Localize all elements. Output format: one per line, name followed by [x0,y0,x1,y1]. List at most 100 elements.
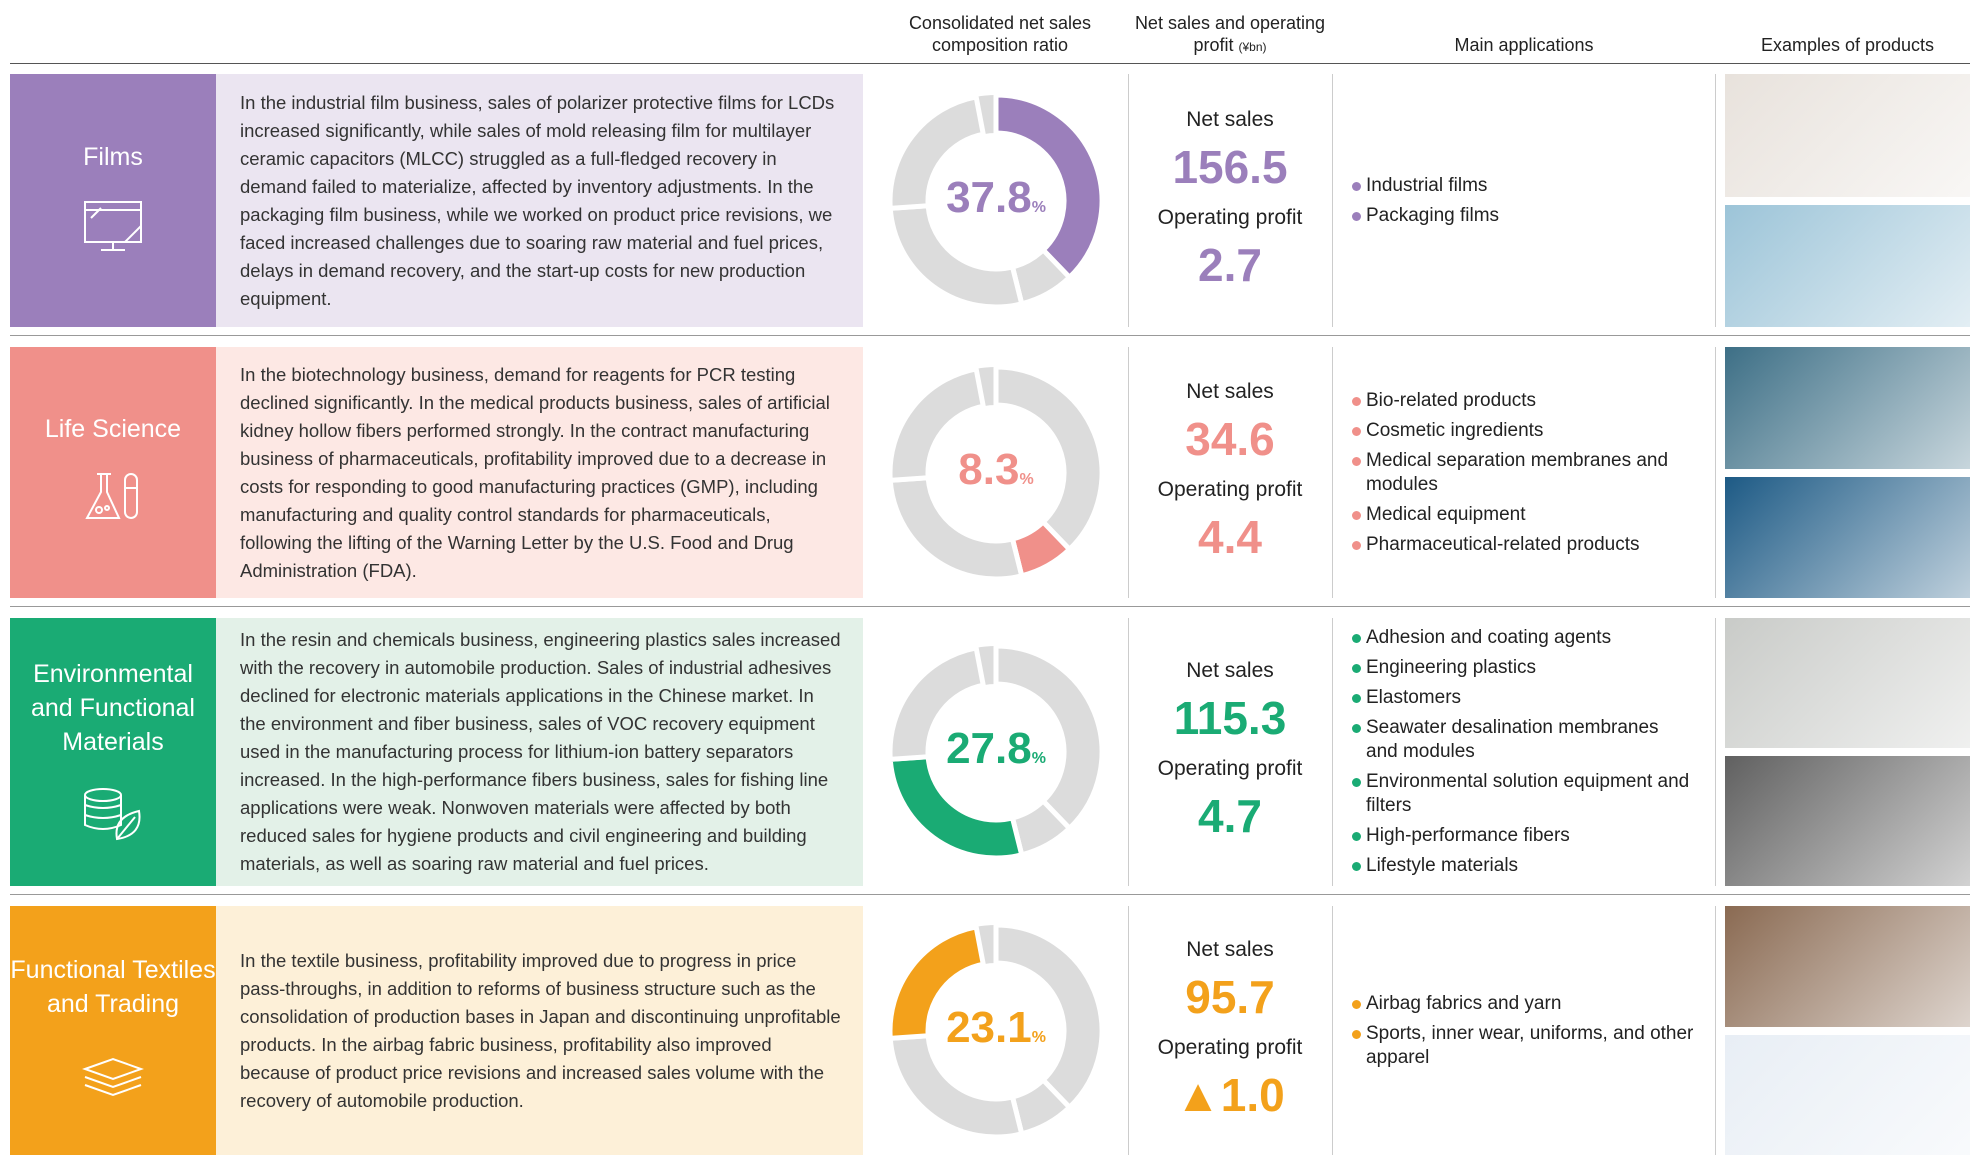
applications: Industrial films Packaging films [1350,74,1695,327]
col-divider [1715,74,1716,327]
application-text: Medical equipment [1366,504,1525,525]
ratio-value: 23.1 [946,1003,1032,1052]
op-profit-label: Operating profit [1128,203,1332,233]
row-rule [10,335,1970,336]
op-profit-value: 4.7 [1128,784,1332,848]
application: Packaging films [1350,204,1695,228]
application: Sports, inner wear, uniforms, and other … [1350,1022,1695,1070]
bullet [1352,832,1361,841]
op-profit-label: Operating profit [1128,475,1332,505]
ratio-unit: % [1032,1029,1046,1046]
application-text: Environmental solution equipment and fil… [1366,771,1689,816]
page: Consolidated net sales composition ratio… [0,0,1970,1155]
bullet [1352,511,1361,520]
application: Adhesion and coating agents [1350,626,1695,650]
application: High-performance fibers [1350,824,1695,848]
product-image [1725,618,1970,748]
op-profit-label: Operating profit [1128,754,1332,784]
application-text: Airbag fabrics and yarn [1366,993,1561,1014]
ratio-label: 8.3% [926,445,1066,495]
application: Elastomers [1350,686,1695,710]
application-text: Seawater desalination membranes and modu… [1366,717,1659,762]
ratio-value: 37.8 [946,173,1032,222]
description: In the textile business, profitability i… [216,906,863,1155]
col-divider [1332,618,1333,886]
bullet [1352,862,1361,871]
net-sales-value: 115.3 [1128,686,1332,750]
segment-block: Films [10,74,216,327]
application-text: Elastomers [1366,687,1461,708]
net-sales-label: Net sales [1128,377,1332,407]
bullet [1352,427,1361,436]
application: Pharmaceutical-related products [1350,533,1695,557]
row-rule [10,894,1970,895]
description: In the industrial film business, sales o… [216,74,863,327]
bullet [1352,212,1361,221]
application-text: Pharmaceutical-related products [1366,534,1640,555]
ratio-value: 8.3 [958,445,1019,494]
application-text: Adhesion and coating agents [1366,627,1611,648]
net-sales-label: Net sales [1128,935,1332,965]
col-divider [1332,74,1333,327]
application: Medical equipment [1350,503,1695,527]
ratio-label: 27.8% [926,724,1066,774]
bullet [1352,1030,1361,1039]
application: Lifestyle materials [1350,854,1695,878]
segment-block: Life Science [10,347,216,598]
application-text: Bio-related products [1366,390,1536,411]
applications: Adhesion and coating agents Engineering p… [1350,618,1695,886]
op-profit-value: 4.4 [1128,505,1332,569]
col-divider [1715,906,1716,1155]
application: Engineering plastics [1350,656,1695,680]
bullet [1352,1000,1361,1009]
description: In the resin and chemicals business, eng… [216,618,863,886]
net-sales-value: 156.5 [1128,135,1332,199]
bullet [1352,724,1361,733]
header-sales-unit: (¥bn) [1239,40,1267,54]
segment-name: Functional Textiles and Trading [6,953,220,1021]
application: Bio-related products [1350,389,1695,413]
col-divider [1332,906,1333,1155]
header-ratio: Consolidated net sales composition ratio [880,12,1120,56]
net-sales-label: Net sales [1128,656,1332,686]
application-text: Cosmetic ingredients [1366,420,1543,441]
ratio-unit: % [1019,471,1033,488]
bullet [1352,397,1361,406]
application-text: Engineering plastics [1366,657,1536,678]
ratio-label: 23.1% [926,1003,1066,1053]
bullet [1352,457,1361,466]
net-sales-label: Net sales [1128,105,1332,135]
application: Medical separation membranes and modules [1350,449,1695,497]
segment-icon [73,1039,153,1109]
applications: Bio-related products Cosmetic ingredients… [1350,347,1695,598]
application: Airbag fabrics and yarn [1350,992,1695,1016]
row-rule [10,606,1970,607]
product-image [1725,205,1970,328]
product-image [1725,1035,1970,1155]
product-image [1725,477,1970,599]
application-text: Lifestyle materials [1366,855,1518,876]
op-profit-value: ▲1.0 [1128,1063,1332,1127]
segment-block: Functional Textiles and Trading [10,906,216,1155]
col-divider [1715,347,1716,598]
application-text: Medical separation membranes and modules [1366,450,1668,495]
product-image [1725,756,1970,886]
bullet [1352,182,1361,191]
header-sales-text: Net sales and operating profit [1135,13,1325,55]
application-text: Sports, inner wear, uniforms, and other … [1366,1023,1693,1068]
product-image [1725,906,1970,1027]
header-apps: Main applications [1334,34,1714,56]
segment-icon [73,464,153,534]
bullet [1352,778,1361,787]
header-products: Examples of products [1725,34,1970,56]
product-image [1725,74,1970,197]
application: Environmental solution equipment and fil… [1350,770,1695,818]
net-sales-value: 95.7 [1128,965,1332,1029]
segment-name: Environmental and Functional Materials [6,657,220,759]
segment-icon [73,777,153,847]
application-text: Industrial films [1366,175,1487,196]
ratio-value: 27.8 [946,724,1032,773]
application: Seawater desalination membranes and modu… [1350,716,1695,764]
